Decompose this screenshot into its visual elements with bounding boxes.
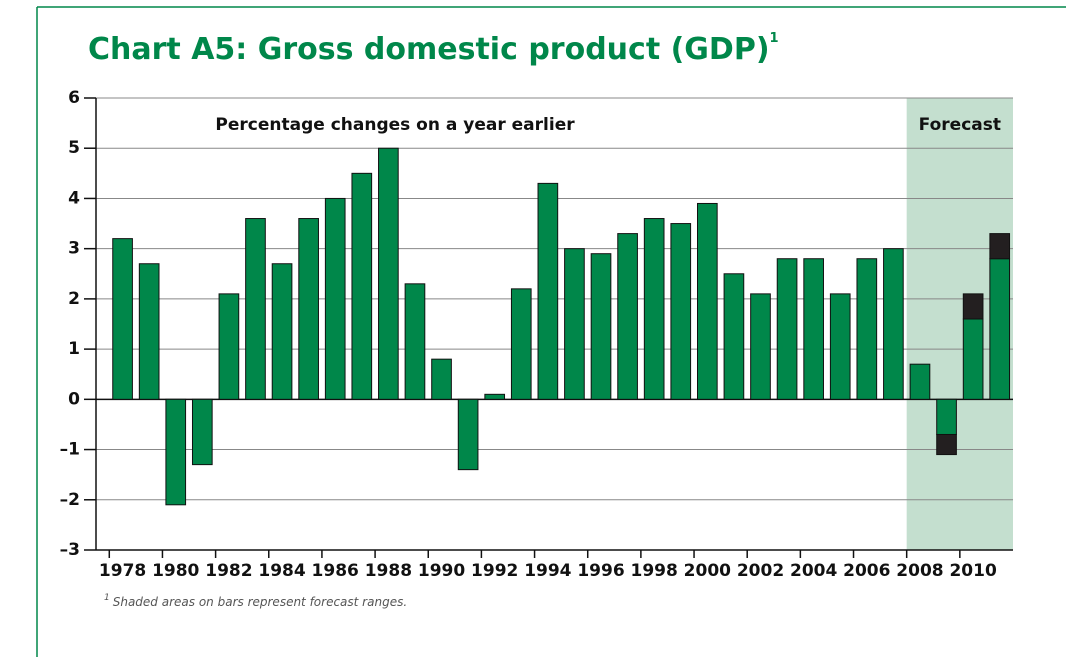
y-tick-label: 4 — [68, 188, 80, 208]
bar — [404, 283, 426, 400]
bar — [723, 273, 745, 400]
bar — [643, 218, 665, 400]
bar — [909, 363, 931, 400]
bar — [989, 258, 1011, 400]
bar — [696, 202, 718, 400]
y-tick-label: 2 — [68, 289, 80, 309]
bar — [829, 293, 851, 400]
bar — [165, 398, 187, 506]
x-tick-label: 2000 — [684, 561, 731, 581]
x-tick-label: 1996 — [577, 561, 624, 581]
bar — [218, 293, 240, 400]
bar — [138, 263, 160, 400]
x-tick-label: 2008 — [896, 561, 943, 581]
subtitle: Percentage changes on a year earlier — [215, 115, 575, 135]
x-tick-label: 1994 — [524, 561, 571, 581]
x-tick-label: 1984 — [258, 561, 305, 581]
x-tick-label: 1982 — [205, 561, 252, 581]
chart-title: Chart A5: Gross domestic product (GDP) — [88, 32, 770, 67]
bar — [750, 293, 771, 400]
bar — [537, 182, 559, 400]
y-tick-label: 3 — [68, 239, 80, 259]
bar — [431, 358, 452, 400]
forecast-range — [936, 433, 957, 456]
y-tick-label: –3 — [60, 540, 80, 560]
y-tick-label: 6 — [68, 88, 80, 108]
chart-title-group: Chart A5: Gross domestic product (GDP)1 — [88, 31, 779, 67]
x-tick-label: 1990 — [418, 561, 465, 581]
y-tick-label: 0 — [68, 389, 80, 409]
y-tick-label: –2 — [60, 490, 80, 510]
footnote-group: 1 Shaded areas on bars represent forecast… — [104, 593, 407, 609]
footnote: Shaded areas on bars represent forecast … — [113, 595, 407, 609]
forecast-range — [989, 233, 1011, 260]
forecast-range — [962, 293, 984, 320]
x-tick-label: 2006 — [843, 561, 890, 581]
bar — [484, 393, 506, 400]
bar — [670, 223, 692, 400]
x-tick-label: 1986 — [312, 561, 359, 581]
bar — [510, 288, 532, 400]
x-tick-label: 1998 — [631, 561, 678, 581]
x-tick-label: 1980 — [152, 561, 199, 581]
bar — [351, 172, 373, 400]
bar — [962, 318, 984, 400]
bar — [803, 258, 824, 400]
bar — [271, 263, 293, 400]
plot: Forecast –3 –2 –1 0 1 2 3 4 5 6 Percentage changes … — [60, 88, 1013, 581]
bar — [856, 258, 878, 400]
y-tick-label: –1 — [60, 440, 80, 460]
title-note: 1 — [770, 31, 779, 46]
footnote-mark: 1 — [104, 593, 110, 603]
bar — [112, 238, 133, 400]
bar — [191, 398, 213, 466]
forecast-label: Forecast — [919, 115, 1001, 135]
x-tick-label: 1988 — [365, 561, 412, 581]
bar — [617, 233, 638, 400]
y-tick-label: 1 — [68, 339, 80, 359]
bar — [324, 197, 346, 400]
bar — [298, 218, 319, 400]
bar — [378, 147, 399, 400]
bar — [883, 248, 904, 400]
x-tick-label: 1992 — [471, 561, 518, 581]
bar — [245, 218, 266, 400]
x-tick-label: 2010 — [949, 561, 996, 581]
bar — [590, 253, 612, 400]
x-tick-label: 2004 — [790, 561, 837, 581]
bar — [776, 258, 798, 400]
bar — [936, 398, 957, 435]
bar — [564, 248, 585, 400]
bar — [457, 398, 479, 471]
y-tick-label: 5 — [68, 138, 80, 158]
x-tick-label: 1978 — [99, 561, 146, 581]
x-tick-label: 2002 — [737, 561, 784, 581]
